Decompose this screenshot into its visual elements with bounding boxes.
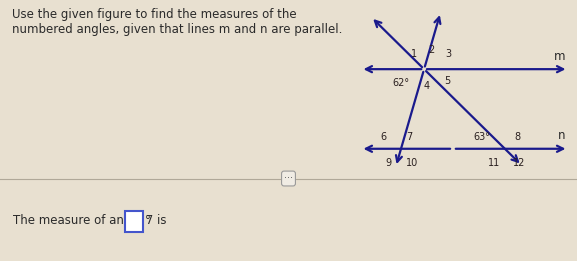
FancyBboxPatch shape <box>125 211 143 232</box>
Text: 63°: 63° <box>473 132 490 142</box>
Text: 2: 2 <box>429 45 434 55</box>
Text: 9: 9 <box>385 158 391 168</box>
Bar <box>0 179 577 261</box>
Text: 11: 11 <box>488 158 501 168</box>
Text: 62°: 62° <box>392 78 410 88</box>
Text: 3: 3 <box>445 49 451 58</box>
Text: 6: 6 <box>381 132 387 142</box>
Text: 12: 12 <box>513 158 526 168</box>
Text: 10: 10 <box>406 158 419 168</box>
Text: 4: 4 <box>424 81 430 91</box>
Text: 1: 1 <box>411 49 417 58</box>
Bar <box>0 0 577 179</box>
Text: n: n <box>558 129 565 142</box>
Text: 8: 8 <box>515 132 520 142</box>
Text: Use the given figure to find the measures of the
numbered angles, given that lin: Use the given figure to find the measure… <box>12 8 342 36</box>
Text: °: ° <box>145 214 151 227</box>
Text: The measure of angle 7 is: The measure of angle 7 is <box>13 214 166 227</box>
Text: 5: 5 <box>444 76 450 86</box>
Text: 7: 7 <box>406 132 412 142</box>
Text: m: m <box>554 50 565 63</box>
Text: ···: ··· <box>284 174 293 183</box>
